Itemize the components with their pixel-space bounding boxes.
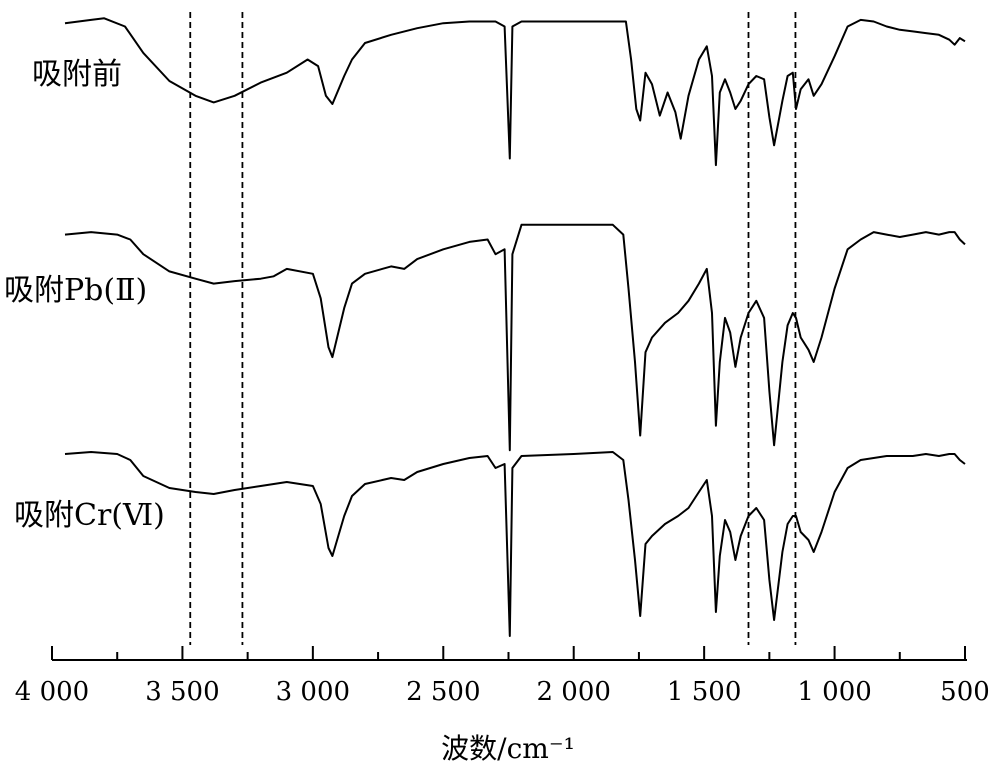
x-tick-label: 3 500	[145, 677, 219, 707]
x-tick-label: 1 000	[797, 677, 871, 707]
x-axis-title: 波数/cm⁻¹	[441, 732, 575, 765]
x-tick-label: 2 500	[406, 677, 480, 707]
series-label: 吸附前	[32, 57, 122, 92]
x-axis-ticks: 4 000 3 500 3 000 2 500 2 000 1 500 1 000 500	[15, 646, 990, 707]
x-tick-label: 4 000	[15, 677, 89, 707]
x-tick-label: 500	[940, 677, 990, 707]
x-tick-label: 3 000	[276, 677, 350, 707]
x-tick-label: 1 500	[667, 677, 741, 707]
spectra-series	[64, 17, 966, 637]
series-label: 吸附Cr(Ⅵ)	[14, 498, 165, 533]
reference-lines	[189, 12, 797, 645]
spectrum-line	[64, 451, 966, 637]
spectrum-line	[64, 17, 966, 167]
x-tick-label: 2 000	[536, 677, 610, 707]
spectrum-line	[64, 223, 966, 452]
series-label: 吸附Pb(Ⅱ)	[4, 273, 147, 308]
